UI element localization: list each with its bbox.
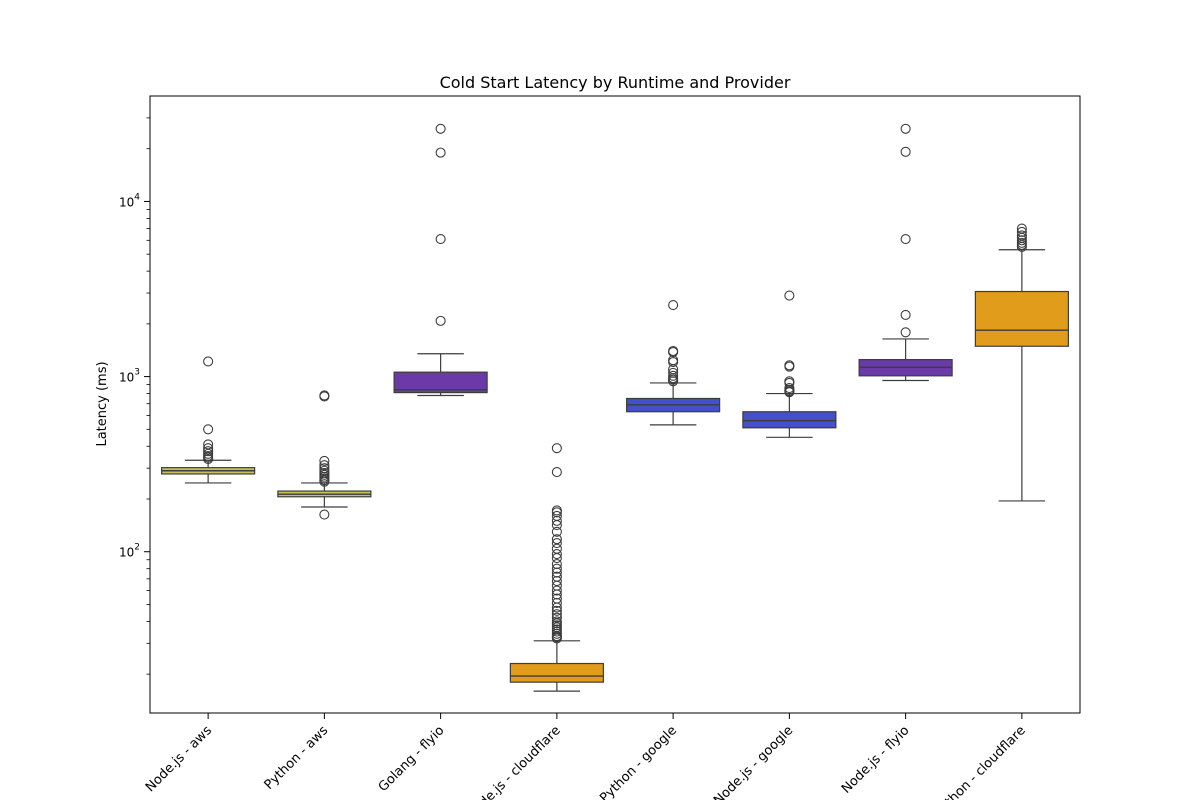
plot-area: 102 103 104 Node.js - aws Python - aws Golang… xyxy=(119,117,1069,800)
outlier-point xyxy=(668,347,679,358)
outlier-point xyxy=(551,526,562,537)
outlier-point xyxy=(319,476,330,487)
x-tick-label: Node.js - cloudflare xyxy=(464,723,564,800)
outlier-point xyxy=(203,424,214,435)
outlier-point xyxy=(319,509,330,520)
y-tick-label: 104 xyxy=(119,192,140,209)
iqr-box xyxy=(742,411,837,429)
x-tick-label: Python - aws xyxy=(262,723,332,793)
outlier-point xyxy=(551,548,562,560)
outlier-point xyxy=(784,361,795,372)
outlier-point xyxy=(551,520,562,531)
x-tick-label: Node.js - flyio xyxy=(839,723,912,796)
x-tick-label: Python - cloudflare xyxy=(932,723,1029,800)
outlier-point xyxy=(900,327,911,338)
box-8 xyxy=(974,223,1069,502)
outlier-point xyxy=(900,309,911,320)
outlier-point xyxy=(551,563,562,574)
plot-frame xyxy=(149,95,1081,714)
y-axis-label: Latency (ms) xyxy=(95,361,110,446)
box-3 xyxy=(393,123,488,397)
outlier-point xyxy=(319,460,330,471)
outlier-point xyxy=(551,467,562,478)
x-tick-label: Node.js - aws xyxy=(143,723,215,795)
outlier-point xyxy=(900,123,911,134)
x-tick-label: Python - google xyxy=(597,723,680,800)
outlier-point xyxy=(551,605,562,616)
outlier-point xyxy=(319,455,330,466)
box-5 xyxy=(626,300,721,426)
outlier-point xyxy=(435,315,446,326)
outlier-point xyxy=(668,357,679,368)
outlier-point xyxy=(435,123,446,134)
outlier-point xyxy=(551,597,562,608)
outlier-point xyxy=(551,538,562,549)
outlier-point xyxy=(551,633,562,644)
outlier-point xyxy=(319,391,330,402)
outlier-point xyxy=(784,387,795,398)
iqr-box xyxy=(974,290,1069,347)
outlier-point xyxy=(435,147,446,158)
box-6 xyxy=(742,290,837,438)
box-1 xyxy=(161,356,256,484)
outlier-point xyxy=(900,146,911,157)
outlier-point xyxy=(551,515,562,526)
outlier-point xyxy=(900,233,911,245)
box-4 xyxy=(509,443,604,692)
iqr-box xyxy=(393,371,488,394)
x-tick-label: Node.js - google xyxy=(711,723,796,800)
outlier-point xyxy=(551,612,562,623)
outlier-point xyxy=(1016,241,1027,252)
x-tick-label: Golang - flyio xyxy=(376,723,448,795)
iqr-box xyxy=(509,662,604,683)
outlier-point xyxy=(668,300,679,311)
outlier-point xyxy=(203,446,214,457)
outlier-point xyxy=(203,454,214,465)
box-7 xyxy=(858,123,953,382)
outlier-point xyxy=(1016,235,1027,246)
y-tick-label: 102 xyxy=(119,543,140,560)
chart-title: Cold Start Latency by Runtime and Provid… xyxy=(440,73,791,92)
outlier-point xyxy=(551,553,562,564)
outlier-point xyxy=(551,443,562,454)
outlier-point xyxy=(551,543,562,554)
outlier-point xyxy=(435,233,446,245)
outlier-point xyxy=(668,370,679,381)
outlier-point xyxy=(784,290,795,301)
outlier-point xyxy=(668,367,679,378)
y-tick-label: 103 xyxy=(119,368,140,385)
outlier-point xyxy=(551,534,562,545)
outlier-point xyxy=(1016,226,1027,237)
box-2 xyxy=(277,390,372,520)
outlier-point xyxy=(551,602,562,613)
outlier-point xyxy=(203,356,214,367)
outlier-point xyxy=(668,376,679,387)
outlier-point xyxy=(551,585,562,596)
